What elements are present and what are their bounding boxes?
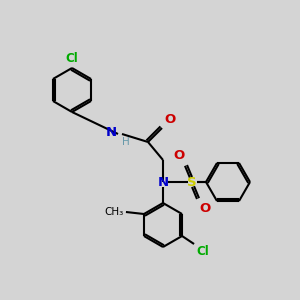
- Text: O: O: [174, 149, 185, 162]
- Text: Cl: Cl: [66, 52, 78, 65]
- Text: CH₃: CH₃: [105, 207, 124, 217]
- Text: N: N: [106, 127, 117, 140]
- Text: O: O: [164, 113, 175, 126]
- Text: H: H: [122, 137, 130, 147]
- Text: O: O: [199, 202, 210, 215]
- Text: S: S: [187, 176, 197, 188]
- Text: N: N: [158, 176, 169, 188]
- Text: Cl: Cl: [196, 245, 209, 258]
